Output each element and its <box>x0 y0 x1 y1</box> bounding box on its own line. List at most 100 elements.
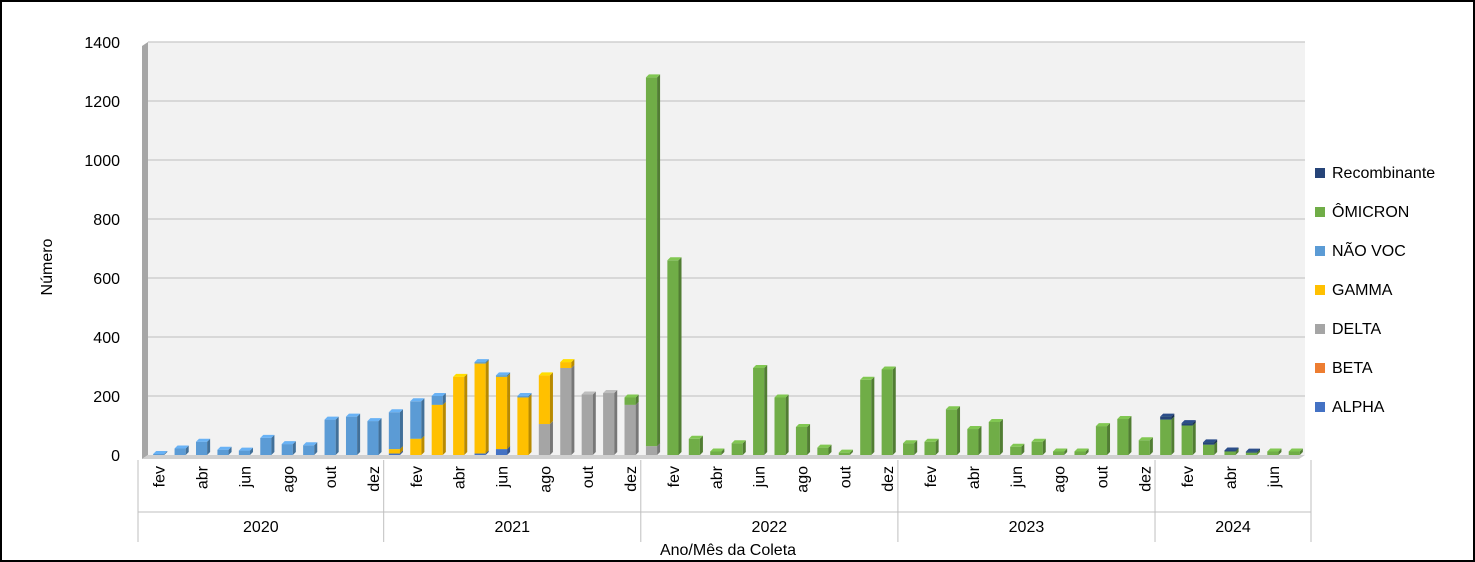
x-tick-label: dez <box>1137 466 1154 492</box>
bar-segment <box>881 366 896 455</box>
x-axis: fev abr jun ago out dez fev abr jun ago out dez fev a… <box>137 460 1312 542</box>
bar-segment <box>645 74 661 447</box>
bar-segment <box>453 373 468 455</box>
bar-segment <box>945 406 961 455</box>
legend-label: NÃO VOC <box>1332 240 1406 260</box>
y-tick-label: 1000 <box>84 153 120 170</box>
bar-segment <box>260 434 275 455</box>
legend-swatch <box>1315 324 1325 334</box>
bar-segment <box>603 390 618 455</box>
bar-segment <box>517 393 532 398</box>
y-axis-ticks: 0 200 400 600 800 1000 1200 1400 <box>84 35 120 465</box>
x-tick-label: abr <box>709 465 726 489</box>
y-tick-label: 600 <box>93 271 120 288</box>
bar-segment <box>560 364 575 455</box>
bar-segment <box>753 364 768 455</box>
legend-swatch <box>1315 402 1325 412</box>
x-tick-label: out <box>323 465 340 488</box>
legend-swatch <box>1315 285 1325 295</box>
x-tick-label: out <box>580 465 597 488</box>
bar-segment <box>1267 448 1282 455</box>
bar-segment <box>367 418 382 455</box>
legend-swatch <box>1315 363 1325 373</box>
bar-segment <box>1224 447 1239 452</box>
legend-label: BETA <box>1332 360 1373 377</box>
bar-segment <box>1010 443 1025 455</box>
bar-segment <box>1031 438 1046 455</box>
bar-segment <box>1074 448 1089 455</box>
bar-segment <box>795 423 811 455</box>
legend-swatch <box>1315 207 1325 217</box>
legend-swatch <box>1315 246 1325 256</box>
bars <box>153 74 1303 455</box>
x-tick-label: jun <box>1266 466 1283 488</box>
bar-segment <box>667 257 682 455</box>
x-tick-label: fev <box>666 466 683 487</box>
legend-item: ALPHA <box>1315 399 1385 416</box>
bar-segment <box>774 394 789 455</box>
x-tick-label: fev <box>923 466 940 487</box>
bar-segment <box>217 446 232 455</box>
bar-segment <box>988 418 1003 455</box>
y-tick-label: 0 <box>111 448 120 465</box>
y-tick-label: 1200 <box>84 94 120 111</box>
bar-segment <box>838 449 853 455</box>
legend: Recombinante ÔMICRON NÃO VOC GAMMA DELTA BETA… <box>1315 165 1435 416</box>
bar-segment <box>195 438 211 455</box>
bar-segment <box>495 372 511 377</box>
x-tick-label: abr <box>452 465 469 489</box>
year-label: 2021 <box>494 519 530 536</box>
bar-segment <box>1181 422 1196 455</box>
year-label: 2022 <box>752 519 788 536</box>
bar-segment <box>1138 437 1153 455</box>
y-tick-label: 200 <box>93 389 120 406</box>
legend-label: GAMMA <box>1332 282 1393 299</box>
year-label: 2023 <box>1009 519 1045 536</box>
x-tick-label: jun <box>1009 466 1026 488</box>
bar-segment <box>1160 416 1175 455</box>
legend-item: GAMMA <box>1315 282 1393 299</box>
y-axis-label: Número <box>39 238 56 295</box>
x-tick-label: ago <box>537 466 554 493</box>
bar-segment <box>474 360 489 454</box>
x-tick-label: ago <box>794 466 811 493</box>
bar-segment <box>538 421 553 455</box>
legend-item: BETA <box>1315 360 1373 377</box>
plot-area <box>142 42 1305 459</box>
bar-segment <box>710 448 725 455</box>
legend-swatch <box>1315 168 1325 178</box>
bar-segment <box>303 442 318 455</box>
bar-segment <box>1245 448 1261 453</box>
bar-segment <box>153 451 168 455</box>
x-tick-label: jun <box>237 466 254 488</box>
legend-item: ÔMICRON <box>1315 202 1409 221</box>
legend-label: ÔMICRON <box>1332 202 1409 221</box>
x-tick-label: jun <box>495 466 512 488</box>
bar-segment <box>1053 448 1068 455</box>
y-tick-label: 1400 <box>84 35 120 52</box>
bar-segment <box>281 441 296 455</box>
x-axis-label: Ano/Mês da Coleta <box>660 542 796 559</box>
bar-segment <box>1117 416 1132 455</box>
bar-segment <box>345 413 361 455</box>
x-tick-label: dez <box>366 466 383 492</box>
bar-segment <box>967 426 982 455</box>
bar-segment <box>1095 423 1111 455</box>
bar-segment <box>581 391 596 455</box>
x-tick-label: out <box>837 465 854 488</box>
bar-segment <box>731 440 746 455</box>
legend-label: Recombinante <box>1332 165 1435 182</box>
bar-segment <box>1160 413 1175 420</box>
bar-segment <box>560 359 575 368</box>
legend-item: DELTA <box>1315 321 1382 338</box>
gridlines <box>148 41 1305 397</box>
bar-segment <box>924 438 939 455</box>
legend-item: NÃO VOC <box>1315 240 1406 260</box>
bar-segment <box>388 409 403 450</box>
bar-segment <box>431 401 446 455</box>
y-tick-label: 400 <box>93 330 120 347</box>
bar-segment <box>624 401 639 455</box>
x-tick-label: ago <box>280 466 297 493</box>
